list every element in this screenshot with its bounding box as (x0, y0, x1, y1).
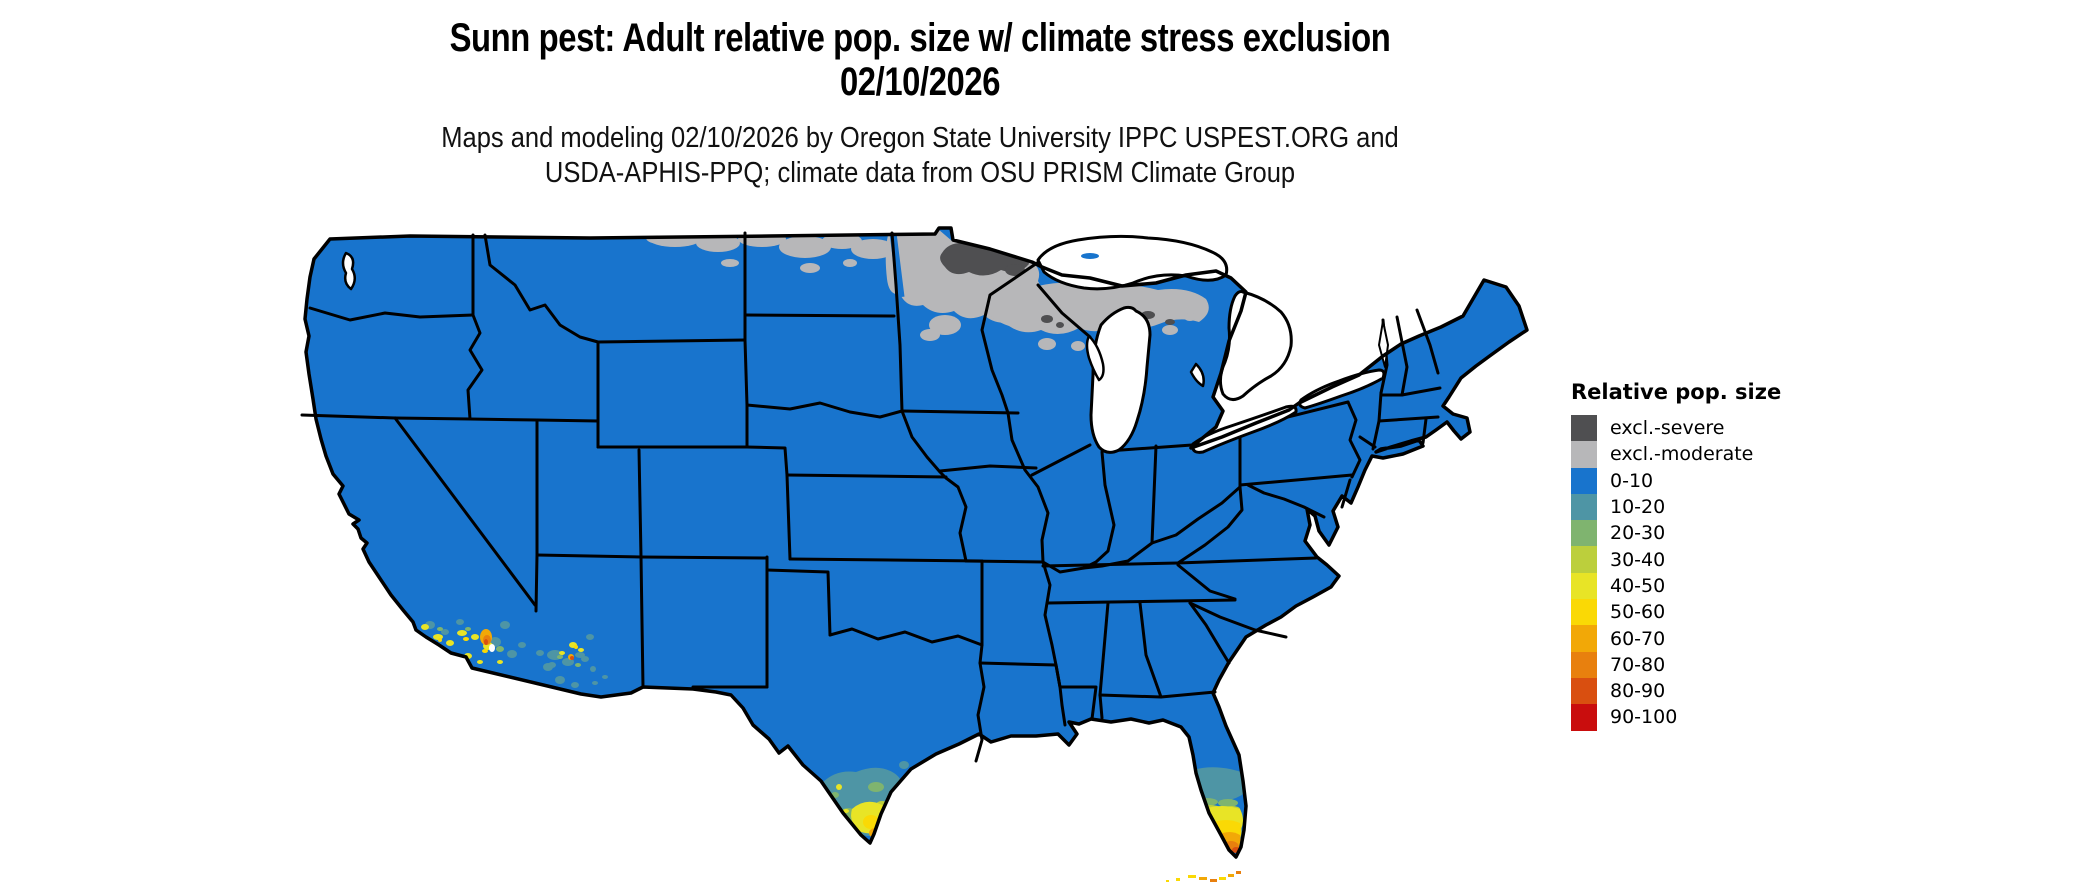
legend-color-swatch (1571, 493, 1597, 521)
legend-color-swatch (1571, 572, 1597, 600)
saginaw-bay (1189, 362, 1205, 388)
puget-sound (341, 251, 356, 291)
legend-color-swatch (1571, 625, 1597, 652)
legend-title: Relative pop. size (1571, 380, 1782, 404)
map-title-line1: Sunn pest: Adult relative pop. size w/ c… (449, 16, 1391, 60)
south-texas-hotspot (789, 761, 909, 845)
legend-rows: excl.-severe excl.-moderate 0-10 10-20 2… (1571, 415, 1781, 731)
map-title-date: 02/10/2026 (839, 60, 1001, 104)
legend-item-label: 10-20 (1610, 496, 1666, 519)
red-river-valley-sliver (889, 232, 905, 298)
legend-row: 0-10 (1571, 467, 1781, 494)
legend-row: excl.-severe (1571, 415, 1781, 442)
legend-color-swatch (1571, 651, 1597, 678)
yuma-hotspot-dot (570, 656, 574, 660)
legend-color-swatch (1571, 415, 1597, 442)
legend-color-swatch (1571, 520, 1597, 547)
legend-item-label: excl.-severe (1610, 417, 1725, 440)
legend-item-label: 90-100 (1610, 706, 1678, 729)
legend-item-label: 80-90 (1610, 680, 1666, 703)
isle-royale (1081, 253, 1099, 259)
green-bay (1085, 334, 1105, 382)
map-credits-line1: Maps and modeling 02/10/2026 by Oregon S… (441, 122, 1399, 154)
lake-michigan (1089, 305, 1152, 454)
legend-item-label: 70-80 (1610, 653, 1666, 676)
legend-row: 30-40 (1571, 546, 1781, 573)
salton-sea (489, 644, 495, 652)
florida-keys (1166, 871, 1241, 882)
legend-row: 80-90 (1571, 677, 1781, 705)
legend-row: 90-100 (1571, 704, 1781, 731)
us-map-svg (300, 226, 1529, 882)
state-borders (300, 231, 1442, 763)
legend-row: excl.-moderate (1571, 441, 1781, 468)
legend-item-label: 40-50 (1610, 574, 1666, 597)
socal-arizona-hotspot (421, 619, 608, 688)
legend-color-swatch (1571, 441, 1597, 468)
legend-color-swatch (1571, 546, 1597, 573)
legend-item-label: 20-30 (1610, 522, 1666, 545)
lake-huron (1218, 290, 1293, 401)
legend-row: 50-60 (1571, 599, 1781, 626)
lake-ontario (1298, 368, 1386, 410)
legend-item-label: 50-60 (1610, 601, 1666, 624)
legend-color-swatch (1571, 677, 1597, 705)
legend-color-swatch (1571, 704, 1597, 731)
map-credits-line2: USDA-APHIS-PPQ; climate data from OSU PR… (544, 157, 1296, 189)
legend-color-swatch (1571, 599, 1597, 626)
legend-item-label: 30-40 (1610, 548, 1666, 571)
legend-row: 60-70 (1571, 625, 1781, 652)
legend-row: 10-20 (1571, 493, 1781, 521)
us-map (290, 225, 1540, 890)
legend-item-label: excl.-moderate (1610, 443, 1754, 466)
legend: Relative pop. size excl.-severe excl.-mo… (1571, 380, 1781, 731)
legend-row: 20-30 (1571, 520, 1781, 547)
legend-item-label: 60-70 (1610, 627, 1666, 650)
legend-item-label: 0-10 (1610, 469, 1654, 492)
legend-row: 40-50 (1571, 572, 1781, 600)
legend-row: 70-80 (1571, 651, 1781, 678)
legend-color-swatch (1571, 467, 1597, 494)
south-florida-hotspot (1193, 767, 1248, 857)
